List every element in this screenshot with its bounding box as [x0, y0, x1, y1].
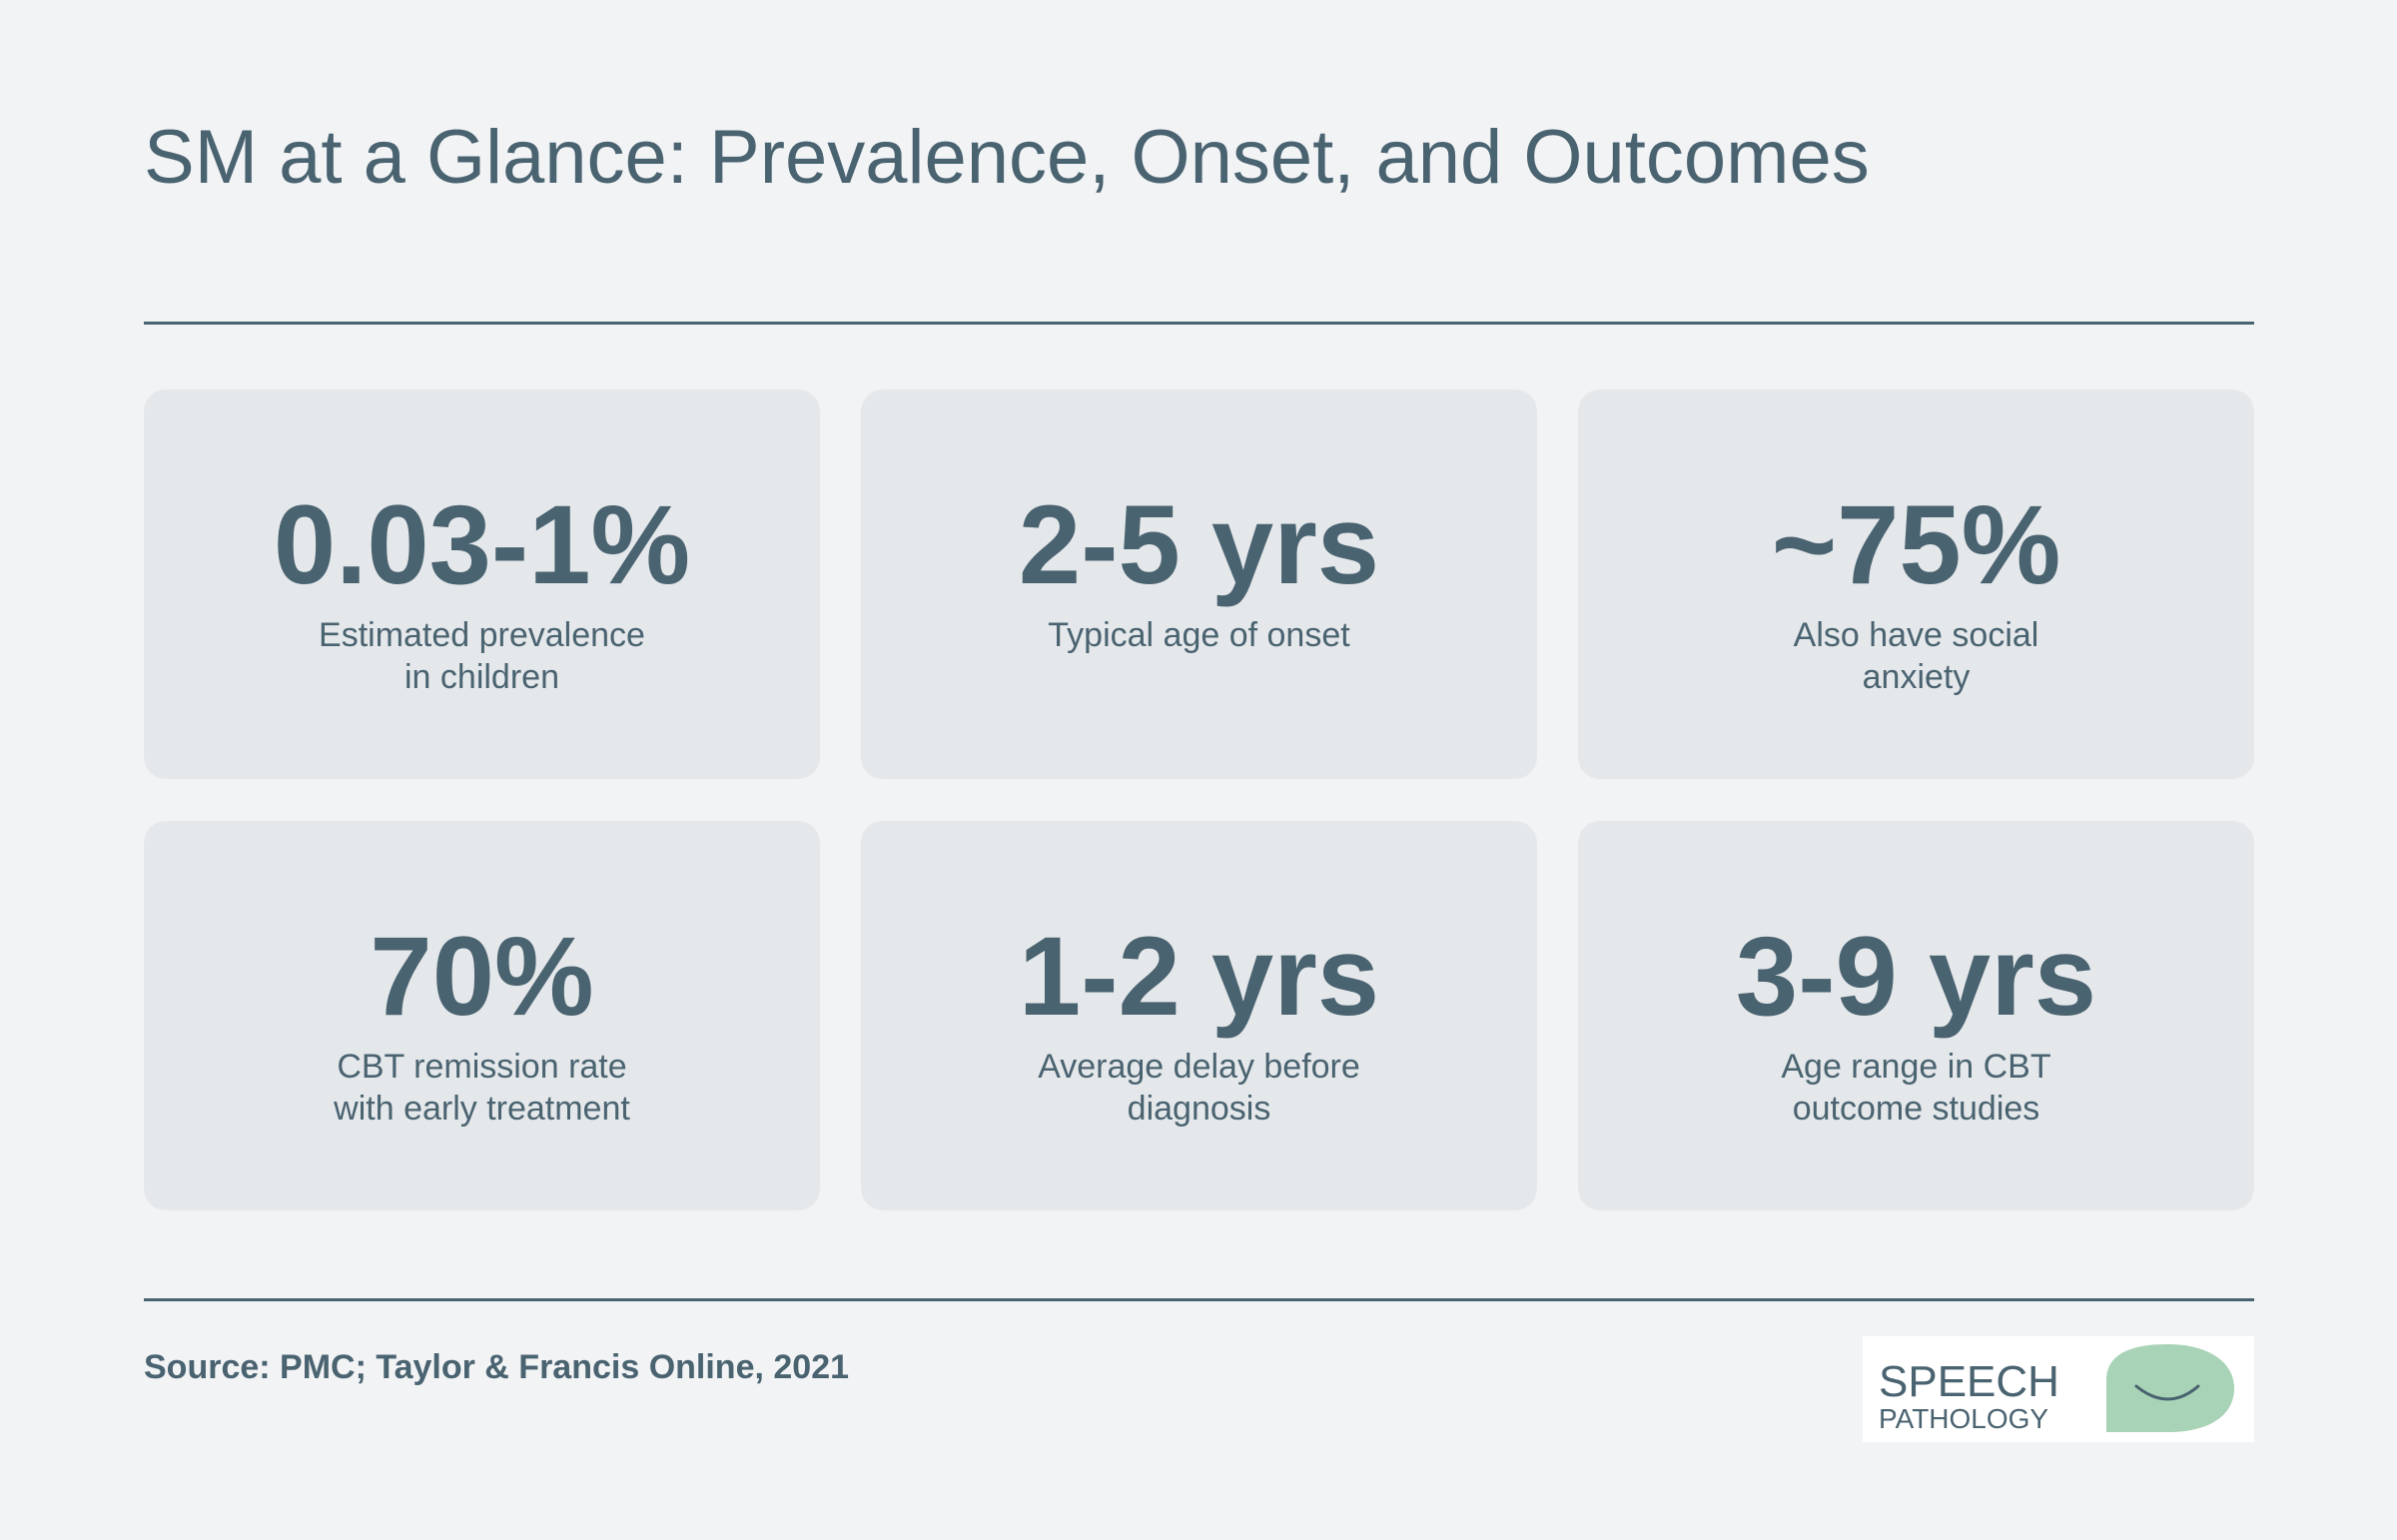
- stat-label-line: anxiety: [1862, 658, 1971, 696]
- stat-label: Average delay before diagnosis: [861, 1046, 1537, 1130]
- stat-label: Typical age of onset: [861, 614, 1537, 656]
- stat-label-line: Typical age of onset: [1048, 616, 1350, 654]
- stat-value: 1-2 yrs: [1018, 914, 1380, 1039]
- logo-line2: PATHOLOGY: [1879, 1403, 2048, 1434]
- top-divider: [144, 322, 2254, 325]
- stat-label-line: in children: [404, 658, 559, 696]
- stat-label-line: Age range in CBT: [1781, 1048, 2051, 1086]
- stat-label-line: Also have social: [1793, 616, 2039, 654]
- speech-pathology-logo: SPEECH PATHOLOGY: [1863, 1336, 2254, 1442]
- stat-card-prevalence: 0.03-1% Estimated prevalence in children: [144, 389, 820, 779]
- stat-card-onset: 2-5 yrs Typical age of onset: [861, 389, 1537, 779]
- stat-value: 70%: [370, 914, 594, 1039]
- stat-label-line: outcome studies: [1792, 1090, 2040, 1128]
- stat-value: 0.03-1%: [273, 482, 691, 607]
- stat-label: Also have social anxiety: [1578, 614, 2254, 698]
- stat-label-line: Average delay before: [1038, 1048, 1360, 1086]
- logo-line1: SPEECH: [1879, 1357, 2059, 1406]
- stat-card-diagnosis-delay: 1-2 yrs Average delay before diagnosis: [861, 821, 1537, 1210]
- speech-bubble-shape: [2106, 1344, 2234, 1432]
- stat-label-line: CBT remission rate: [337, 1048, 627, 1086]
- stat-value: ~75%: [1771, 482, 2061, 607]
- stats-grid: 0.03-1% Estimated prevalence in children …: [144, 389, 2254, 1210]
- stat-label: CBT remission rate with early treatment: [144, 1046, 820, 1130]
- speech-bubble-smile-icon: [2106, 1344, 2234, 1432]
- stat-label-line: diagnosis: [1127, 1090, 1271, 1128]
- page-title: SM at a Glance: Prevalence, Onset, and O…: [144, 115, 1870, 200]
- stat-label-line: with early treatment: [334, 1090, 630, 1128]
- stat-label: Age range in CBT outcome studies: [1578, 1046, 2254, 1130]
- stat-label: Estimated prevalence in children: [144, 614, 820, 698]
- source-citation: Source: PMC; Taylor & Francis Online, 20…: [144, 1348, 850, 1386]
- stat-value: 2-5 yrs: [1018, 482, 1380, 607]
- stat-label-line: Estimated prevalence: [319, 616, 645, 654]
- smile-curve: [2134, 1384, 2200, 1401]
- stat-value: 3-9 yrs: [1735, 914, 2097, 1039]
- stat-card-age-range: 3-9 yrs Age range in CBT outcome studies: [1578, 821, 2254, 1210]
- bottom-divider: [144, 1298, 2254, 1301]
- stat-card-cbt-remission: 70% CBT remission rate with early treatme…: [144, 821, 820, 1210]
- stat-card-social-anxiety: ~75% Also have social anxiety: [1578, 389, 2254, 779]
- logo-graphic: SPEECH PATHOLOGY: [1879, 1344, 2234, 1434]
